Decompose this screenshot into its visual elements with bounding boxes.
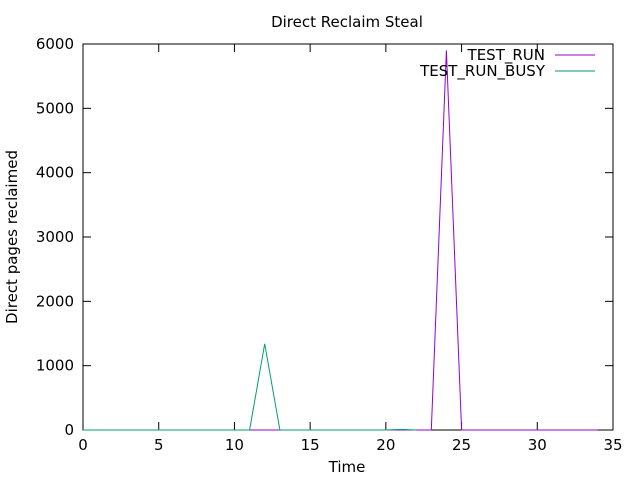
legend-label: TEST_RUN_BUSY bbox=[419, 62, 546, 81]
y-tick-label: 0 bbox=[64, 421, 74, 439]
x-tick-label: 25 bbox=[452, 436, 471, 454]
y-axis-title: Direct pages reclaimed bbox=[3, 150, 21, 324]
x-tick-label: 20 bbox=[376, 436, 395, 454]
series-line-test-run bbox=[83, 50, 598, 431]
series-line-test-run-busy bbox=[83, 343, 417, 431]
x-tick-label: 5 bbox=[154, 436, 164, 454]
x-tick-label: 10 bbox=[225, 436, 244, 454]
plot-frame bbox=[82, 43, 614, 431]
y-tick-label: 5000 bbox=[36, 99, 74, 117]
x-tick-label: 30 bbox=[528, 436, 547, 454]
y-tick-label: 4000 bbox=[36, 164, 74, 182]
series-layer bbox=[83, 50, 598, 431]
y-axis: 0 1000 2000 3000 4000 5000 6000 bbox=[36, 35, 613, 439]
y-tick-label: 3000 bbox=[36, 228, 74, 246]
legend-label: TEST_RUN bbox=[467, 46, 545, 65]
y-tick-label: 6000 bbox=[36, 35, 74, 53]
x-axis: 0 5 10 15 20 25 30 35 bbox=[78, 44, 623, 454]
y-tick-label: 2000 bbox=[36, 292, 74, 310]
x-axis-title: Time bbox=[328, 458, 366, 476]
y-tick-label: 1000 bbox=[36, 357, 74, 375]
chart-title: Direct Reclaim Steal bbox=[271, 13, 423, 31]
x-tick-label: 15 bbox=[301, 436, 320, 454]
x-tick-label: 35 bbox=[603, 436, 622, 454]
x-tick-label: 0 bbox=[78, 436, 88, 454]
